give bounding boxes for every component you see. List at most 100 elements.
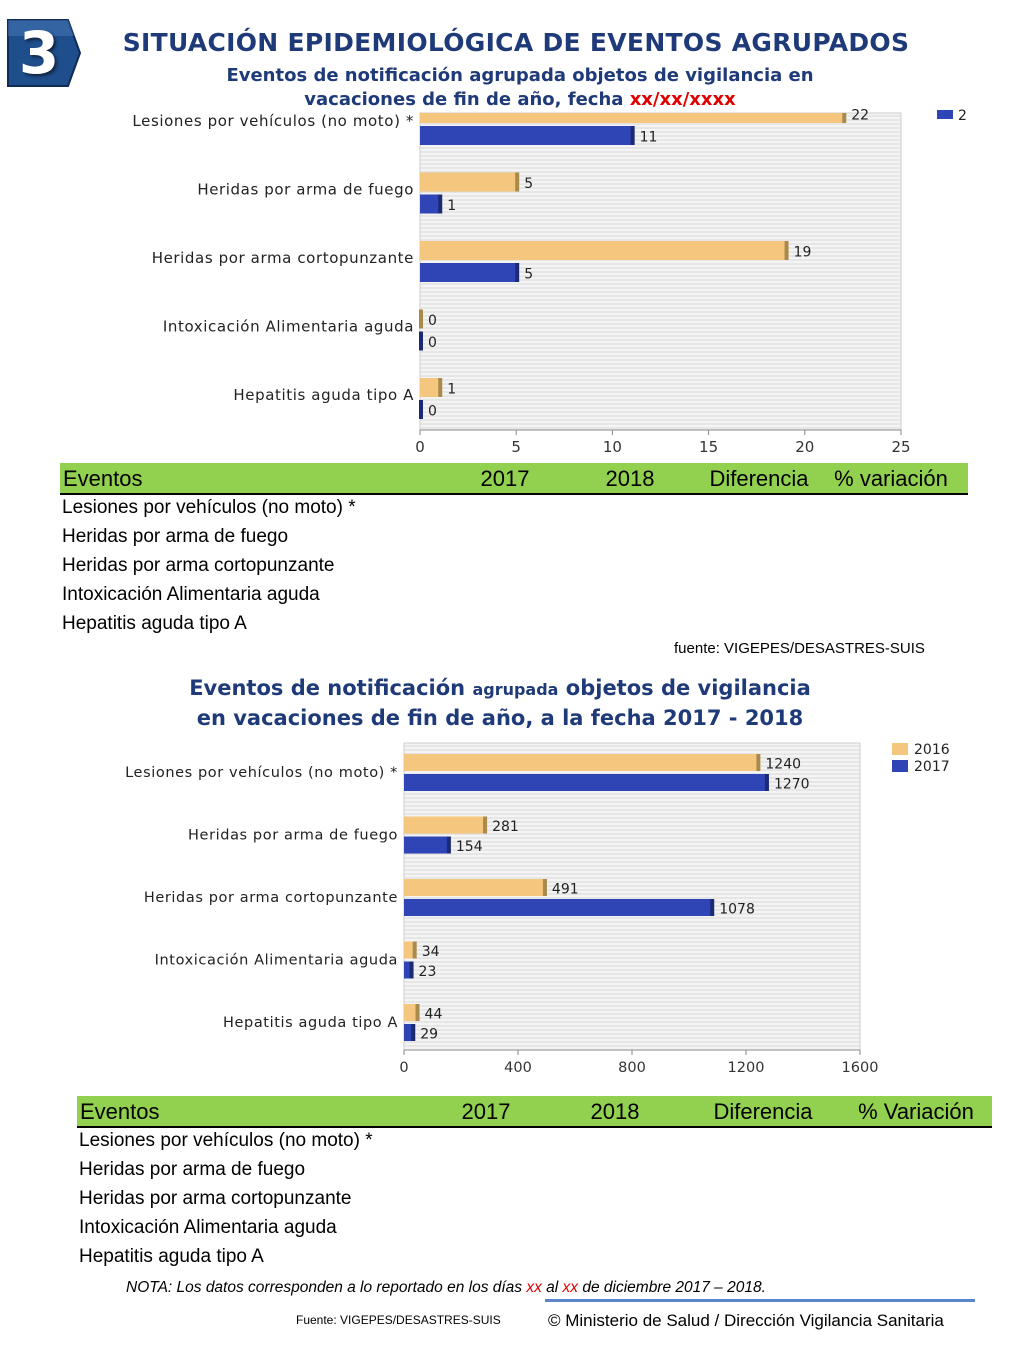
bar-value-label: 0	[428, 335, 437, 351]
bar-value-label: 1240	[765, 757, 801, 773]
table-row-label: Heridas por arma de fuego	[79, 1159, 306, 1180]
table-2: Eventos 2017 2018 Diferencia % Variación Lesi…	[77, 1096, 992, 1276]
x-tick-label: 5	[511, 438, 521, 456]
section-number: 3	[18, 19, 60, 87]
bar-value-label: 11	[640, 130, 658, 146]
category-label: Lesiones por vehículos (no moto) *	[125, 765, 398, 781]
bar-end-cap	[419, 331, 423, 351]
table-row-label: Heridas por arma cortopunzante	[62, 555, 335, 576]
chart1-subtitle-line2: vacaciones de fin de año, fecha xx/xx/xx…	[160, 88, 880, 112]
bar-end-cap	[415, 1004, 420, 1021]
x-tick-label: 15	[699, 438, 718, 456]
bar-end-cap	[784, 241, 789, 260]
bar-series0	[420, 113, 844, 123]
bar-end-cap	[438, 378, 443, 397]
bar-value-label: 19	[794, 245, 812, 261]
x-tick-label: 800	[618, 1060, 646, 1076]
bar-value-label: 44	[425, 1007, 443, 1023]
section-number-badge	[7, 19, 82, 87]
bar-value-label: 5	[524, 267, 533, 283]
bar-value-label: 5	[524, 176, 533, 192]
bar-end-cap	[438, 194, 443, 214]
x-tick-label: 20	[795, 438, 814, 456]
table-row-label: Hepatitis aguda tipo A	[79, 1246, 264, 1267]
table-header-cell: Diferencia	[709, 466, 809, 491]
bar-series0	[420, 241, 786, 260]
table-row-label: Hepatitis aguda tipo A	[62, 613, 247, 634]
chart-2: 0 400 800 1200 1600 Lesiones por vehículos (n…	[125, 742, 950, 1076]
bar-value-label: 0	[428, 404, 437, 420]
table-row-label: Lesiones por vehículos (no moto) *	[62, 497, 356, 518]
legend-label-2017: 2017	[914, 759, 950, 775]
table-header-cell: 2018	[590, 1099, 640, 1124]
bar-2017	[404, 836, 448, 854]
footer-source: Fuente: VIGEPES/DESASTRES-SUIS	[296, 1313, 501, 1327]
bar-series1	[420, 194, 440, 214]
x-tick-label: 400	[504, 1060, 532, 1076]
bar-2016	[404, 1004, 417, 1021]
chart2-title-line2: en vacaciones de fin de año, a la fecha …	[196, 706, 804, 730]
bar-value-label: 1	[447, 382, 456, 398]
bar-end-cap	[419, 400, 423, 419]
chart2-title-part-a: Eventos de notificación	[189, 676, 473, 700]
table-header-cell: 2017	[461, 1099, 511, 1124]
table-header-cell: 2018	[605, 466, 655, 491]
bar-end-cap	[419, 309, 423, 329]
category-label: Heridas por arma de fuego	[188, 828, 398, 844]
category-label: Intoxicación Alimentaria aguda	[163, 318, 414, 336]
bar-2016	[404, 816, 485, 834]
table-row-label: Intoxicación Alimentaria aguda	[62, 584, 320, 605]
bar-2017	[404, 1024, 413, 1041]
bar-value-label: 1	[447, 198, 456, 214]
bar-end-cap	[756, 754, 761, 771]
bar-value-label: 281	[492, 819, 519, 835]
page-title: SITUACIÓN EPIDEMIOLÓGICA DE EVENTOS AGRU…	[122, 28, 910, 57]
x-tick-label: 1600	[842, 1060, 879, 1076]
bar-value-label: 29	[420, 1027, 438, 1043]
category-label: Intoxicación Alimentaria aguda	[155, 953, 398, 969]
bar-end-cap	[409, 961, 414, 979]
chart2-title-part-c: objetos de vigilancia	[558, 676, 811, 700]
bar-2016	[404, 879, 544, 896]
table-1: Eventos 2017 2018 Diferencia % variación Lesi…	[60, 463, 968, 643]
bar-value-label: 23	[419, 964, 437, 980]
legend-swatch-2016	[892, 743, 908, 755]
chart1-subtitle-line1: Eventos de notificación agrupada objetos…	[226, 65, 814, 86]
bar-value-label: 491	[552, 882, 579, 898]
bar-value-label: 1078	[719, 902, 755, 918]
table-row-label: Lesiones por vehículos (no moto) *	[79, 1130, 373, 1151]
table-header-cell: Diferencia	[713, 1099, 813, 1124]
table-header-cell: % Variación	[858, 1099, 974, 1124]
footnote: NOTA: Los datos corresponden a lo report…	[126, 1279, 766, 1297]
chart1-subtitle: Eventos de notificación agrupada objetos…	[160, 64, 880, 112]
footnote-day-end: xx	[562, 1279, 579, 1296]
bar-2017	[404, 899, 712, 916]
bar-end-cap	[412, 941, 417, 959]
table-row-label: Heridas por arma de fuego	[62, 526, 289, 547]
legend-swatch	[937, 110, 953, 119]
category-label: Heridas por arma de fuego	[197, 181, 414, 199]
bar-end-cap	[411, 1024, 416, 1041]
table-header: Eventos 2017 2018 Diferencia % Variación	[77, 1096, 992, 1128]
bar-end-cap	[515, 172, 520, 192]
legend-swatch-2017	[892, 760, 908, 772]
bar-end-cap	[842, 113, 847, 123]
bar-end-cap	[542, 879, 547, 896]
bar-series0	[420, 172, 517, 192]
chart2-title: Eventos de notificación agrupada objetos…	[120, 674, 880, 732]
x-tick-label: 1200	[728, 1060, 765, 1076]
category-label: Heridas por arma cortopunzante	[144, 890, 398, 906]
chart1-subtitle-date: xx/xx/xxxx	[629, 89, 736, 110]
footer-divider	[545, 1299, 975, 1302]
bar-series0	[420, 378, 440, 397]
category-label: Hepatitis aguda tipo A	[223, 1015, 398, 1031]
bar-value-label: 0	[428, 313, 437, 329]
bar-end-cap	[515, 263, 520, 282]
bar-2017	[404, 774, 766, 791]
table-header-cell: 2017	[480, 466, 530, 491]
table-header-cell: Eventos	[63, 466, 143, 491]
legend-label: 2	[958, 108, 967, 124]
bar-2016	[404, 941, 414, 959]
bar-end-cap	[710, 899, 715, 916]
